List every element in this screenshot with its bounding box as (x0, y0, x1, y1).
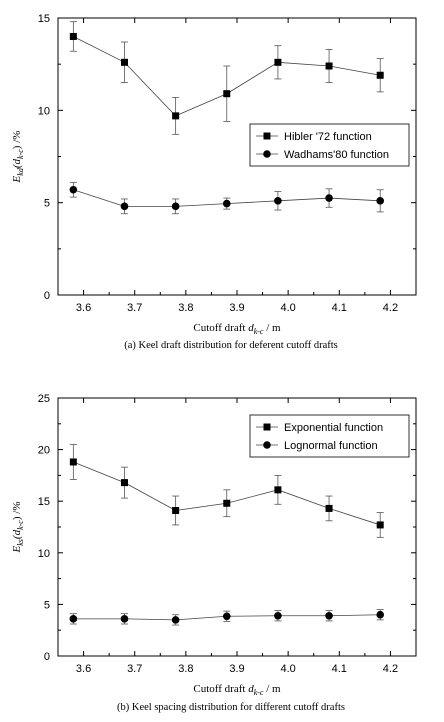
legend-marker-square (263, 423, 271, 431)
data-point-square (274, 58, 282, 66)
data-point-circle (69, 185, 78, 194)
y-tick-label: 10 (38, 548, 50, 560)
x-axis-label: Cutoff draft dk-c / m (193, 683, 281, 697)
data-point-square (223, 499, 231, 507)
legend-marker-circle (263, 150, 271, 158)
x-tick-label: 3.8 (178, 663, 193, 675)
x-tick-label: 4.0 (280, 663, 295, 675)
x-tick-label: 4.0 (280, 302, 295, 314)
data-point-square (223, 90, 231, 98)
x-tick-label: 4.1 (332, 302, 347, 314)
panel-a-keel-draft: 3.6 3.7 3.8 3.9 4.0 4.1 4.2 0 5 10 15 Hibler '72 fu… (11, 13, 417, 351)
data-point-circle (274, 611, 282, 620)
legend-label: Lognormal function (284, 440, 378, 452)
panel-caption: (b) Keel spacing distribution for differ… (117, 702, 345, 713)
data-point-circle (222, 199, 231, 208)
y-tick-label: 0 (44, 290, 50, 302)
data-point-circle (274, 197, 282, 205)
x-tick-label: 3.6 (76, 663, 91, 675)
x-tick-label: 3.9 (229, 302, 244, 314)
data-point-square (120, 58, 128, 66)
data-point-circle (376, 197, 385, 205)
y-axis-label: Eks(dk-c) /% (11, 502, 25, 554)
legend-box (249, 414, 410, 458)
data-point-circle (171, 202, 180, 211)
x-tick-label: 4.2 (383, 663, 398, 675)
y-tick-label: 10 (38, 105, 50, 117)
data-point-square (376, 71, 384, 79)
legend-marker-square (263, 132, 271, 140)
data-point-square (325, 62, 333, 70)
data-point-square (376, 521, 384, 529)
data-point-circle (325, 194, 333, 202)
data-point-square (172, 506, 180, 514)
legend-label: Exponential function (284, 422, 383, 434)
data-point-square (274, 486, 282, 494)
y-tick-label: 15 (38, 13, 50, 25)
data-point-circle (222, 612, 231, 621)
data-point-circle (325, 611, 333, 620)
data-point-circle (376, 610, 385, 619)
x-tick-label: 3.9 (229, 663, 244, 675)
y-tick-label: 15 (38, 496, 50, 508)
data-point-circle (120, 202, 129, 211)
panel-caption: (a) Keel draft distribution for deferent… (124, 340, 338, 351)
legend-box (249, 123, 410, 167)
y-tick-label: 0 (44, 651, 50, 663)
data-point-square (69, 458, 77, 466)
y-tick-label: 25 (38, 393, 50, 405)
data-point-square (325, 504, 333, 512)
x-tick-label: 3.7 (127, 663, 142, 675)
data-point-square (69, 32, 77, 40)
data-point-square (172, 112, 180, 120)
legend-label: Hibler '72 function (284, 131, 372, 143)
y-tick-label: 5 (44, 198, 50, 210)
legend-marker-circle (263, 441, 271, 449)
x-axis-label: Cutoff draft dk-c / m (193, 322, 281, 336)
x-tick-label: 4.1 (332, 663, 347, 675)
y-tick-label: 20 (38, 445, 50, 457)
y-tick-label: 5 (44, 599, 50, 611)
x-tick-label: 3.7 (127, 302, 142, 314)
y-axis-label: Ekd(dk-c) /% (11, 131, 25, 184)
legend-label: Wadhams'80 function (284, 149, 389, 161)
panel-b-keel-spacing: 3.6 3.7 3.8 3.9 4.0 4.1 4.2 0 5 10 15 20 25 Exponenti… (11, 393, 417, 713)
data-point-circle (69, 615, 78, 623)
data-point-circle (120, 615, 129, 623)
x-tick-label: 3.8 (178, 302, 193, 314)
x-tick-label: 3.6 (76, 302, 91, 314)
data-point-square (120, 479, 128, 487)
x-tick-label: 4.2 (383, 302, 398, 314)
data-point-circle (171, 616, 180, 624)
